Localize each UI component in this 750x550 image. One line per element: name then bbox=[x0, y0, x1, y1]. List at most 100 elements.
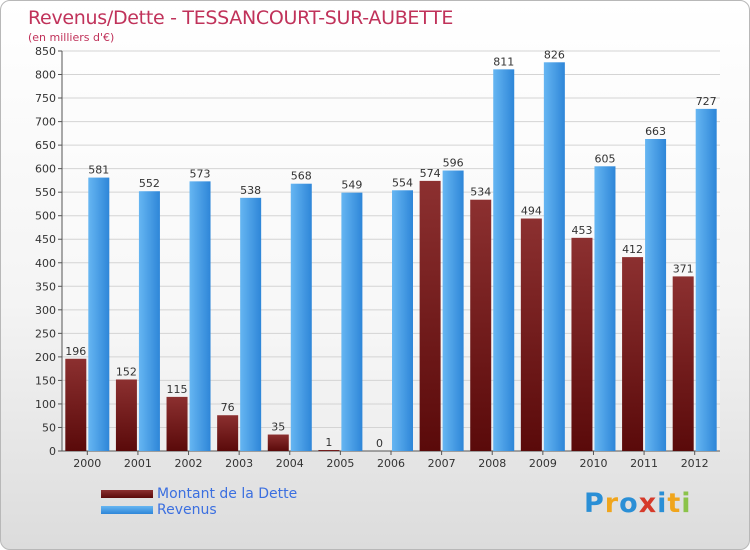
bar-revenus bbox=[442, 170, 464, 451]
y-tick-label: 750 bbox=[35, 92, 56, 105]
bar-revenus bbox=[240, 197, 262, 451]
x-tick-label: 2007 bbox=[428, 457, 456, 470]
bar-revenus bbox=[594, 166, 616, 451]
labels: 0501001502002503003504004505005506006507… bbox=[35, 45, 717, 470]
x-tick-label: 2008 bbox=[478, 457, 506, 470]
legend-label-dette: Montant de la Dette bbox=[157, 486, 298, 502]
y-tick-label: 150 bbox=[35, 374, 56, 387]
bar-dette bbox=[65, 358, 87, 451]
proxiti-logo: Proxiti bbox=[584, 488, 692, 519]
data-label-dette: 453 bbox=[571, 224, 592, 237]
logo-letter: r bbox=[604, 488, 620, 519]
bars bbox=[65, 62, 717, 452]
bar-revenus bbox=[88, 177, 110, 451]
bar-revenus bbox=[645, 139, 667, 451]
y-tick-label: 250 bbox=[35, 327, 56, 340]
x-tick-label: 2006 bbox=[377, 457, 405, 470]
data-label-revenus: 727 bbox=[696, 95, 717, 108]
data-label-dette: 574 bbox=[420, 167, 441, 180]
legend-swatch-dette bbox=[101, 490, 153, 498]
x-tick-label: 2012 bbox=[681, 457, 709, 470]
data-label-dette: 76 bbox=[221, 401, 235, 414]
x-tick-label: 2010 bbox=[579, 457, 607, 470]
y-tick-label: 350 bbox=[35, 280, 56, 293]
bar-revenus bbox=[493, 69, 515, 452]
y-tick-label: 450 bbox=[35, 233, 56, 246]
x-tick-label: 2001 bbox=[124, 457, 152, 470]
y-tick-label: 550 bbox=[35, 186, 56, 199]
data-label-dette: 412 bbox=[622, 243, 643, 256]
data-label-dette: 152 bbox=[116, 365, 137, 378]
data-label-revenus: 554 bbox=[392, 176, 413, 189]
y-tick-label: 800 bbox=[35, 69, 56, 82]
data-label-dette: 371 bbox=[673, 262, 694, 275]
y-tick-label: 500 bbox=[35, 210, 56, 223]
data-label-revenus: 538 bbox=[240, 184, 261, 197]
data-label-revenus: 605 bbox=[594, 152, 615, 165]
y-tick-label: 600 bbox=[35, 163, 56, 176]
data-label-dette: 35 bbox=[271, 421, 285, 434]
logo-letter: t bbox=[667, 488, 682, 519]
data-label-revenus: 826 bbox=[544, 48, 565, 61]
bar-dette bbox=[419, 180, 441, 451]
y-tick-label: 400 bbox=[35, 257, 56, 270]
logo-letter: o bbox=[619, 488, 639, 519]
data-label-dette: 0 bbox=[376, 437, 383, 450]
logo-letter: i bbox=[681, 488, 692, 519]
data-label-revenus: 663 bbox=[645, 125, 666, 138]
y-tick-label: 0 bbox=[49, 445, 56, 458]
bar-revenus bbox=[341, 192, 363, 451]
data-label-revenus: 581 bbox=[88, 164, 109, 177]
x-tick-label: 2003 bbox=[225, 457, 253, 470]
x-tick-label: 2011 bbox=[630, 457, 658, 470]
data-label-dette: 196 bbox=[65, 345, 86, 358]
bar-dette bbox=[470, 199, 492, 451]
data-label-revenus: 573 bbox=[190, 167, 211, 180]
bar-dette bbox=[622, 257, 644, 451]
y-tick-label: 700 bbox=[35, 116, 56, 129]
y-tick-label: 300 bbox=[35, 304, 56, 317]
bar-dette bbox=[166, 396, 188, 451]
y-tick-label: 200 bbox=[35, 351, 56, 364]
legend-swatch-revenus bbox=[101, 506, 153, 514]
bar-dette bbox=[520, 218, 542, 451]
x-tick-label: 2005 bbox=[326, 457, 354, 470]
bar-revenus bbox=[543, 62, 565, 451]
bar-revenus bbox=[290, 183, 312, 452]
data-label-revenus: 549 bbox=[341, 179, 362, 192]
data-label-revenus: 811 bbox=[493, 55, 514, 68]
data-label-revenus: 568 bbox=[291, 170, 312, 183]
x-tick-label: 2002 bbox=[175, 457, 203, 470]
bar-dette bbox=[571, 237, 593, 451]
x-tick-label: 2000 bbox=[73, 457, 101, 470]
bar-dette bbox=[267, 434, 289, 451]
data-label-revenus: 596 bbox=[443, 157, 464, 170]
bar-dette bbox=[115, 379, 137, 451]
legend-label-revenus: Revenus bbox=[157, 502, 217, 518]
y-tick-label: 50 bbox=[42, 421, 56, 434]
bar-revenus bbox=[138, 191, 160, 451]
x-tick-label: 2009 bbox=[529, 457, 557, 470]
bar-dette bbox=[217, 415, 239, 451]
data-label-dette: 115 bbox=[167, 383, 188, 396]
chart-title: Revenus/Dette - TESSANCOURT-SUR-AUBETTE bbox=[28, 7, 454, 29]
data-label-dette: 1 bbox=[325, 436, 332, 449]
logo-letter: i bbox=[657, 488, 668, 519]
logo-letter: x bbox=[638, 488, 658, 519]
bar-dette bbox=[672, 276, 694, 451]
y-tick-label: 650 bbox=[35, 139, 56, 152]
bar-revenus bbox=[392, 190, 413, 451]
data-label-revenus: 552 bbox=[139, 177, 160, 190]
data-label-dette: 534 bbox=[470, 186, 491, 199]
x-tick-label: 2004 bbox=[276, 457, 304, 470]
y-tick-label: 100 bbox=[35, 398, 56, 411]
logo-letter: P bbox=[584, 488, 605, 519]
chart-subtitle: (en milliers d'€) bbox=[28, 31, 115, 44]
y-tick-label: 850 bbox=[35, 45, 56, 58]
bar-revenus bbox=[695, 108, 717, 451]
bar-dette bbox=[318, 450, 340, 451]
bar-revenus bbox=[189, 181, 211, 451]
data-label-dette: 494 bbox=[521, 205, 542, 218]
